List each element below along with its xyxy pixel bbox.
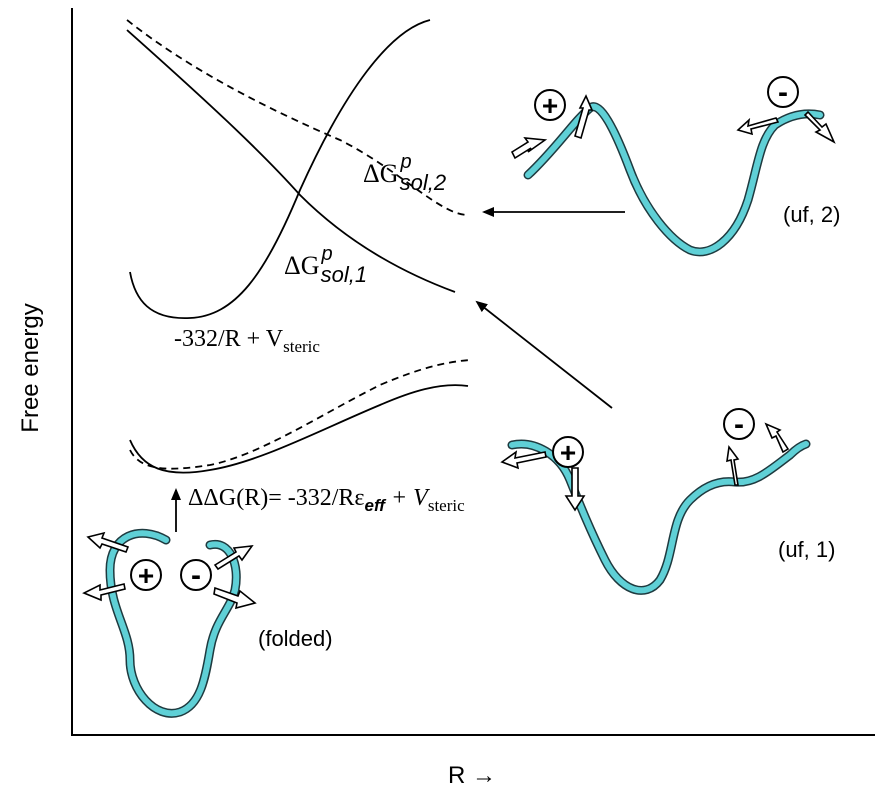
state-label-uf1: (uf, 1): [778, 537, 835, 562]
x-axis-label: R →: [448, 762, 496, 789]
open-arrow-icon: [82, 583, 126, 602]
open-arrow-icon: [736, 117, 780, 136]
plus-icon: +: [560, 437, 576, 468]
open-arrow-icon: [726, 444, 740, 486]
ribbon-uf2: [523, 102, 825, 257]
plus-icon: +: [138, 560, 154, 591]
charge-plus-folded: +: [130, 559, 162, 591]
open-arrow-icon: [803, 110, 836, 144]
plus-icon: +: [542, 90, 558, 121]
state-label-folded: (folded): [258, 626, 333, 651]
open-arrow-icon: [764, 422, 790, 454]
open-arrow-icon: [213, 545, 254, 571]
ddg-equation-label: ΔΔG(R)= -332/Rεeff + Vsteric: [188, 485, 465, 515]
y-axis-label: Free energy: [17, 303, 44, 432]
open-arrow-icon: [574, 94, 594, 140]
minus-icon: -: [734, 408, 744, 441]
minus-icon: -: [191, 559, 201, 592]
sol1-solid-curve: [126, 29, 456, 293]
open-arrow-icon: [500, 450, 547, 470]
open-arrow-icon: [213, 586, 257, 610]
ddg-solid-curve: [129, 384, 469, 474]
coulomb-steric-curve: [129, 19, 431, 319]
charge-plus-uf1: +: [552, 436, 584, 468]
coulomb-steric-label: -332/R + Vsteric: [174, 326, 320, 356]
open-arrow-icon: [510, 137, 548, 160]
open-arrow-icon: [564, 467, 586, 512]
ddg-dashed-curve: [129, 359, 471, 470]
ribbon-uf1: [507, 439, 811, 595]
charge-minus-uf1: -: [723, 408, 755, 441]
state-label-uf2: (uf, 2): [783, 202, 840, 227]
sol1-label: ΔG p sol,1: [284, 243, 367, 287]
charge-minus-folded: -: [180, 559, 212, 592]
open-arrow-icon: [86, 531, 130, 553]
sol2-label: ΔG p sol,2: [363, 151, 446, 195]
minus-icon: -: [778, 76, 788, 109]
ribbon-folded: [105, 528, 241, 718]
open-arrows: [82, 94, 836, 610]
charge-plus-uf2: +: [534, 89, 566, 121]
arrow-uf1-to-sol1: [475, 300, 613, 409]
charge-minus-uf2: -: [767, 76, 799, 109]
